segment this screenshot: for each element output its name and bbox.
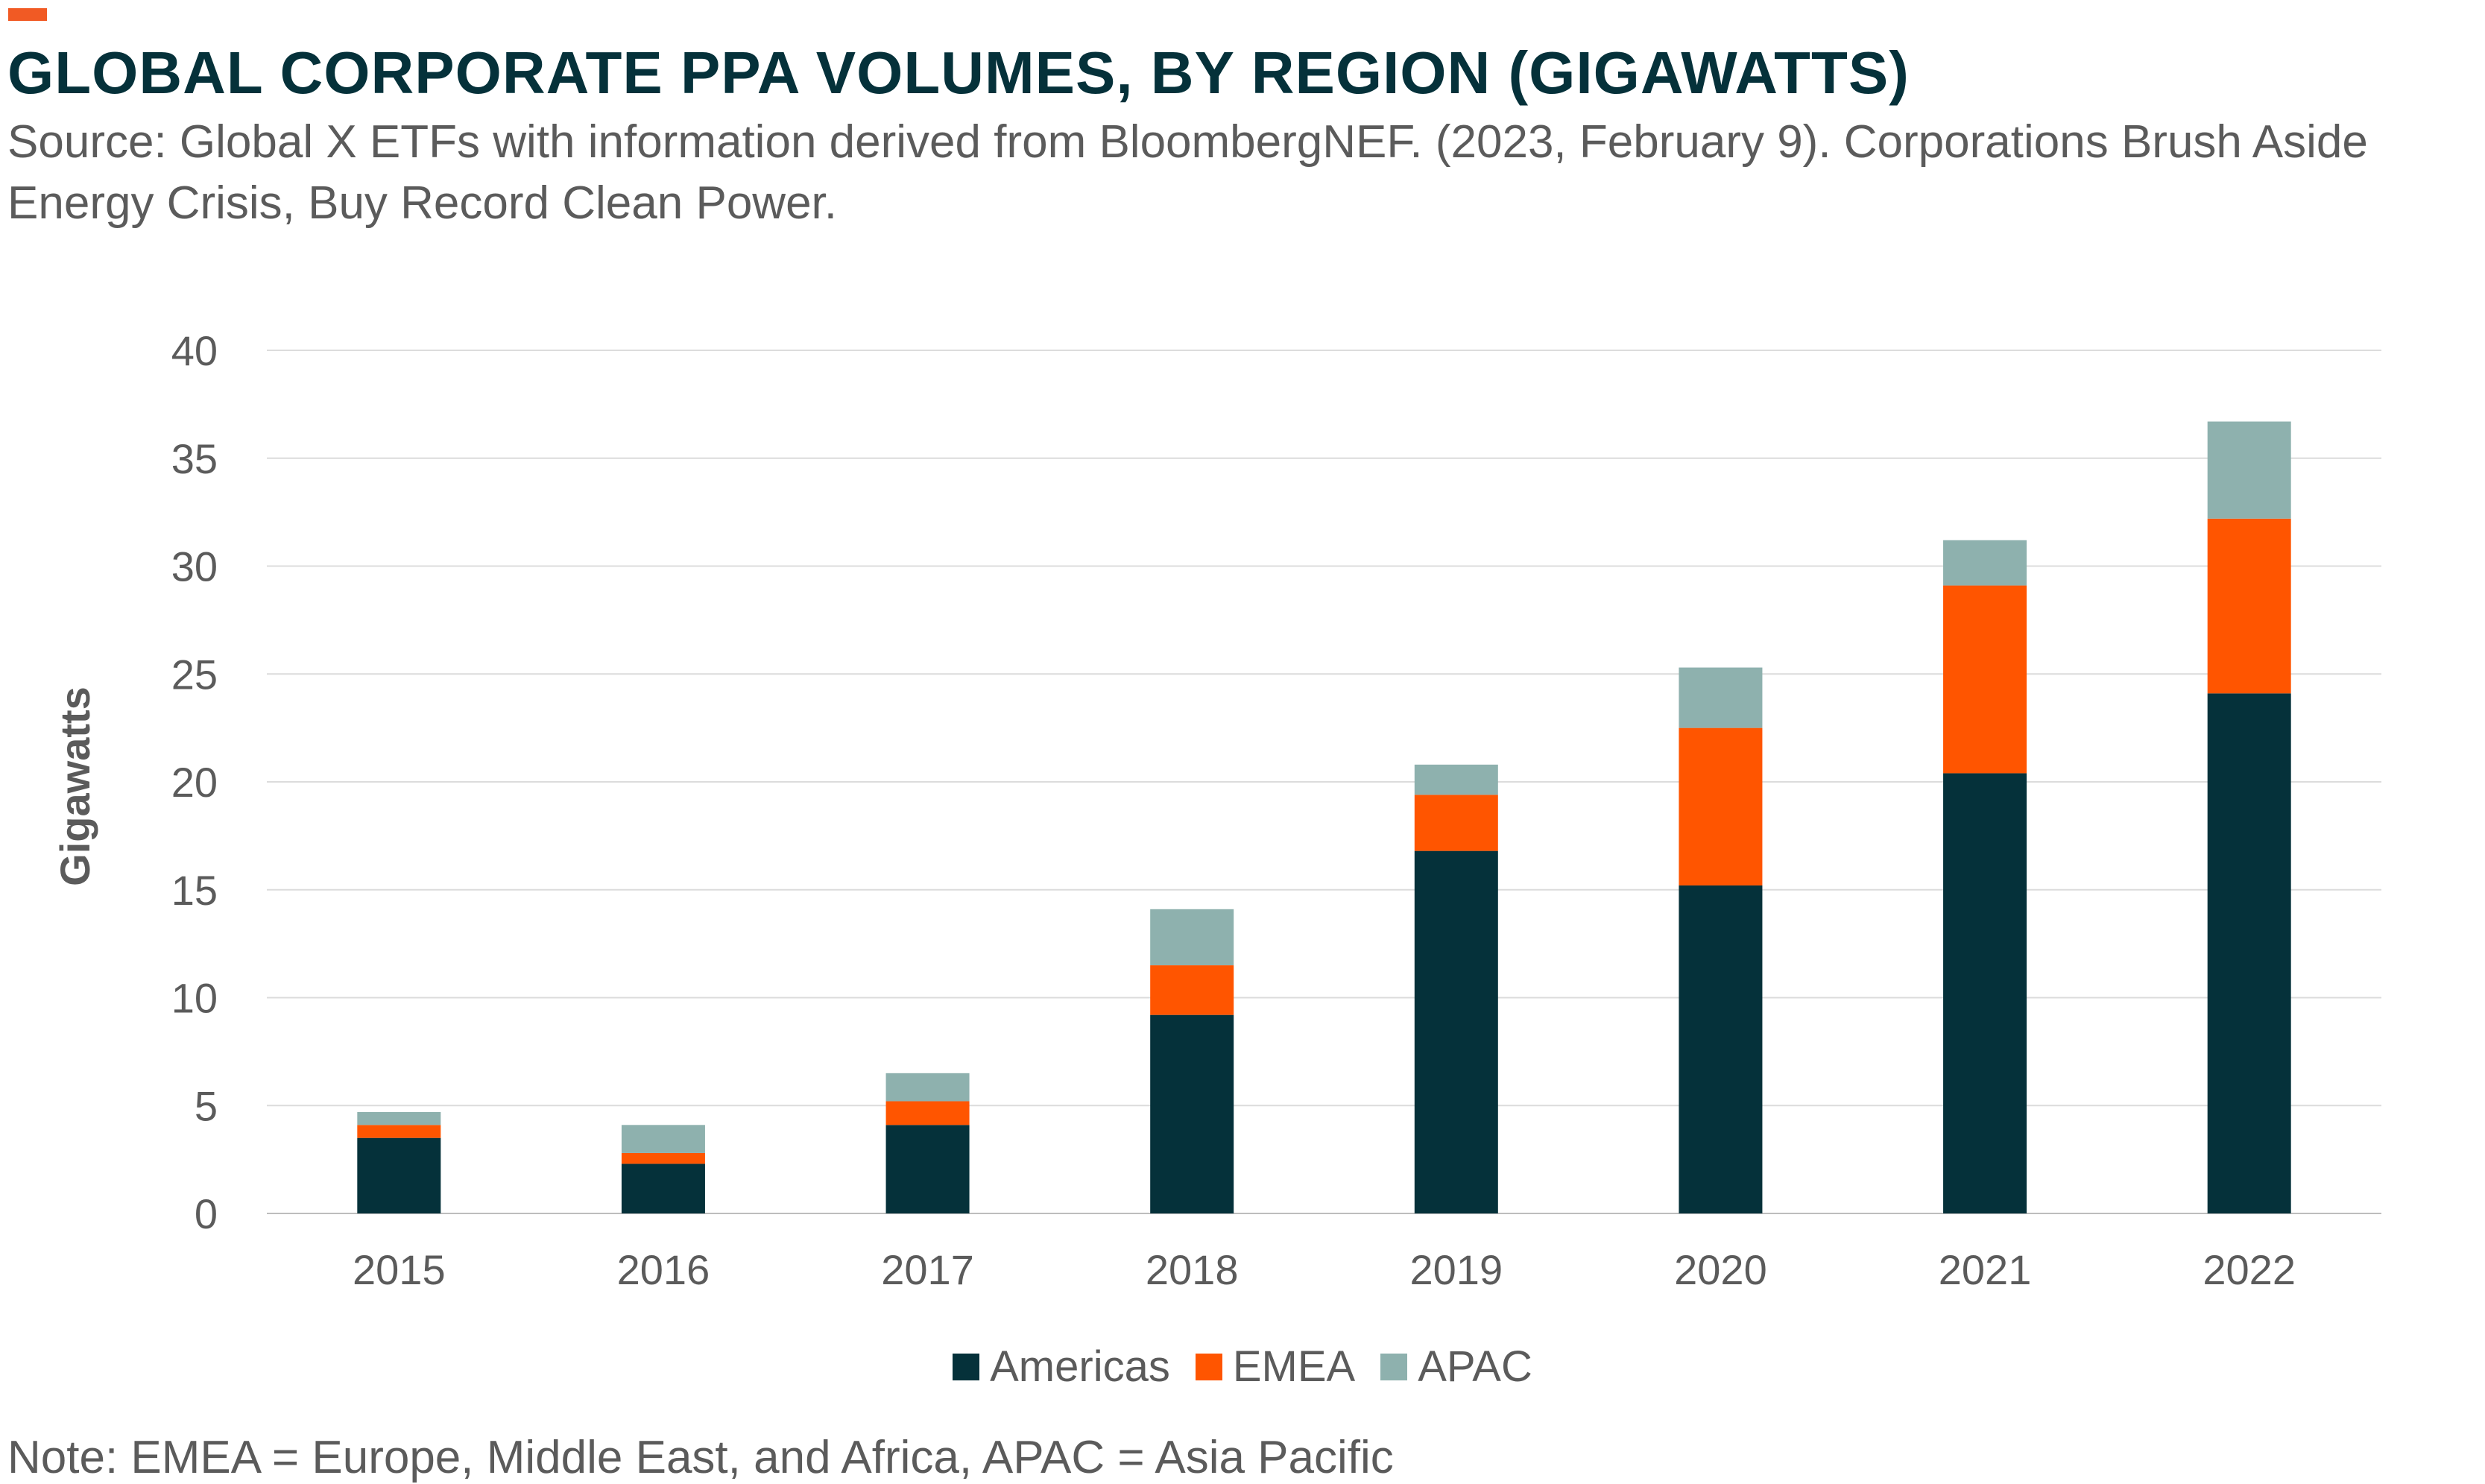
bar-apac-2020 — [1679, 667, 1763, 728]
y-tick-label-35: 35 — [171, 435, 218, 482]
bar-apac-2019 — [1414, 764, 1498, 795]
bar-emea-2016 — [621, 1152, 705, 1164]
legend-swatch-americas — [953, 1353, 980, 1380]
bar-apac-2021 — [1943, 540, 2027, 586]
legend-label-emea: EMEA — [1232, 1342, 1356, 1391]
stacked-bar-chart: 0 5 10 15 20 25 30 35 40 2015 2016 2017 2018 2019 2020… — [51, 327, 2381, 1293]
bar-americas-2020 — [1679, 885, 1763, 1213]
y-axis-title: Gigawatts — [51, 686, 98, 886]
bar-apac-2018 — [1150, 909, 1234, 966]
legend-label-americas: Americas — [990, 1342, 1170, 1391]
bar-emea-2018 — [1150, 965, 1234, 1015]
legend-item-apac: APAC — [1380, 1342, 1532, 1392]
x-tick-label-2022: 2022 — [2203, 1246, 2296, 1293]
legend-swatch-apac — [1380, 1353, 1408, 1380]
y-tick-label-30: 30 — [171, 543, 218, 590]
legend-item-emea: EMEA — [1195, 1342, 1356, 1392]
bar-apac-2015 — [357, 1111, 441, 1125]
x-tick-label-2020: 2020 — [1674, 1246, 1767, 1293]
legend-item-americas: Americas — [953, 1342, 1170, 1392]
x-tick-label-2017: 2017 — [881, 1246, 974, 1293]
x-tick-label-2021: 2021 — [1939, 1246, 2032, 1293]
bar-apac-2016 — [621, 1125, 705, 1153]
footnote: Note: EMEA = Europe, Middle East, and Af… — [7, 1432, 1394, 1483]
x-tick-label-2019: 2019 — [1410, 1246, 1503, 1293]
bar-americas-2015 — [357, 1137, 441, 1213]
bar-emea-2022 — [2207, 518, 2291, 694]
chart-title: GLOBAL CORPORATE PPA VOLUMES, BY REGION … — [7, 40, 1910, 106]
x-tick-label-2018: 2018 — [1146, 1246, 1239, 1293]
bar-americas-2016 — [621, 1163, 705, 1213]
gridlines — [267, 350, 2381, 1214]
y-tick-label-15: 15 — [171, 867, 218, 914]
y-tick-label-10: 10 — [171, 975, 218, 1022]
y-tick-label-5: 5 — [195, 1082, 218, 1129]
bar-americas-2021 — [1943, 773, 2027, 1213]
y-tick-label-25: 25 — [171, 651, 218, 698]
bar-americas-2019 — [1414, 850, 1498, 1213]
bar-emea-2021 — [1943, 585, 2027, 774]
legend: Americas EMEA APAC — [0, 1342, 2485, 1392]
bar-emea-2015 — [357, 1125, 441, 1138]
bar-americas-2018 — [1150, 1014, 1234, 1213]
bar-apac-2017 — [885, 1073, 970, 1102]
accent-bar — [8, 8, 47, 21]
bar-emea-2019 — [1414, 795, 1498, 851]
bar-emea-2017 — [885, 1101, 970, 1125]
bar-americas-2022 — [2207, 693, 2291, 1213]
bar-americas-2017 — [885, 1125, 970, 1213]
legend-label-apac: APAC — [1418, 1342, 1532, 1391]
y-tick-label-20: 20 — [171, 759, 218, 806]
y-tick-label-0: 0 — [195, 1190, 218, 1237]
bars — [357, 421, 2291, 1213]
x-tick-label-2016: 2016 — [617, 1246, 710, 1293]
source-note: Source: Global X ETFs with information d… — [7, 116, 2368, 229]
y-tick-label-40: 40 — [171, 327, 218, 374]
x-tick-label-2015: 2015 — [353, 1246, 446, 1293]
bar-apac-2022 — [2207, 421, 2291, 519]
legend-swatch-emea — [1195, 1353, 1222, 1380]
axis-labels: 0 5 10 15 20 25 30 35 40 2015 2016 2017 2018 2019 2020… — [171, 327, 2296, 1293]
bar-emea-2020 — [1679, 727, 1763, 885]
